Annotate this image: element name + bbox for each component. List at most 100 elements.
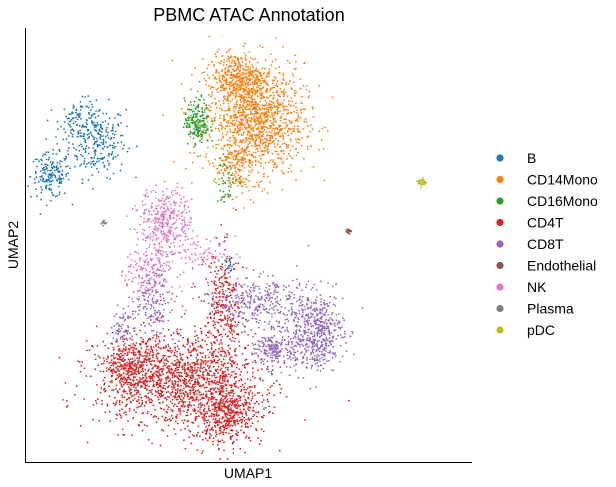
data-point [254, 118, 256, 121]
data-point [241, 165, 244, 168]
data-point [283, 107, 285, 110]
data-point [228, 109, 230, 112]
data-point [187, 348, 190, 351]
data-point [78, 144, 81, 147]
data-point [115, 340, 117, 343]
data-point [196, 396, 198, 399]
data-point [231, 434, 234, 437]
data-point [208, 35, 211, 38]
data-point [157, 346, 160, 349]
data-point [235, 434, 238, 436]
data-point [208, 432, 211, 435]
data-point [137, 391, 140, 393]
data-point [216, 273, 219, 275]
data-point [247, 406, 250, 409]
data-point [226, 362, 229, 365]
data-point [235, 430, 238, 432]
data-point [186, 420, 189, 423]
data-point [117, 361, 119, 364]
data-point [202, 120, 205, 123]
data-point [246, 119, 248, 121]
data-point [102, 357, 105, 359]
data-point [200, 413, 203, 415]
data-point [202, 413, 205, 416]
data-point [120, 122, 122, 124]
data-point [80, 117, 82, 120]
data-point [281, 82, 284, 84]
data-point [282, 136, 285, 139]
data-point [187, 406, 190, 409]
data-point [177, 387, 179, 390]
data-point [189, 135, 192, 138]
data-point [147, 396, 150, 399]
data-point [254, 151, 257, 154]
data-point [170, 334, 173, 337]
data-point [221, 417, 224, 420]
data-point [244, 423, 247, 426]
data-point [225, 83, 228, 85]
data-point [171, 59, 174, 62]
data-point [247, 65, 250, 68]
data-point [191, 74, 193, 76]
data-point [231, 417, 233, 420]
data-point [233, 136, 236, 139]
data-point [225, 384, 228, 386]
data-point [117, 368, 119, 371]
data-point [191, 374, 193, 377]
data-point [260, 75, 263, 77]
data-point [47, 169, 49, 172]
data-point [289, 104, 292, 107]
data-point [261, 190, 264, 193]
data-point [79, 370, 82, 373]
data-point [176, 422, 179, 425]
data-point [237, 60, 240, 63]
data-point [246, 90, 249, 93]
data-point [178, 366, 181, 368]
data-point [35, 176, 38, 179]
data-point [206, 412, 209, 415]
data-point [238, 62, 240, 64]
data-point [235, 354, 238, 357]
data-point [234, 92, 237, 95]
data-point [280, 135, 283, 138]
data-point [107, 131, 109, 134]
data-point [175, 393, 178, 396]
data-point [211, 361, 214, 364]
data-point [227, 410, 230, 413]
data-point [80, 364, 83, 367]
data-point [152, 404, 155, 407]
data-point [163, 408, 165, 411]
data-point [244, 451, 246, 454]
data-point [120, 368, 123, 370]
data-point [32, 160, 35, 163]
data-point [269, 159, 272, 162]
data-point [148, 352, 151, 355]
data-point [93, 164, 95, 167]
data-point [207, 398, 210, 401]
data-point [212, 402, 215, 405]
data-point [194, 285, 196, 288]
data-point [117, 345, 120, 347]
data-point [207, 160, 210, 163]
data-point [74, 165, 76, 168]
data-point [168, 369, 171, 372]
data-point [249, 403, 251, 405]
data-point [171, 402, 174, 405]
data-point [273, 406, 276, 409]
data-point [285, 395, 288, 398]
data-point [199, 124, 202, 127]
data-point [205, 153, 208, 155]
data-point [193, 383, 195, 386]
data-point [281, 133, 283, 135]
data-point [221, 69, 224, 72]
data-point [241, 192, 244, 195]
data-point [121, 147, 124, 150]
data-point [229, 394, 231, 397]
data-point [39, 213, 42, 215]
data-point [83, 398, 86, 400]
data-point [58, 356, 61, 359]
data-point [139, 350, 141, 353]
data-point [253, 119, 255, 122]
series-cd4t [58, 209, 352, 460]
data-point [43, 181, 45, 183]
